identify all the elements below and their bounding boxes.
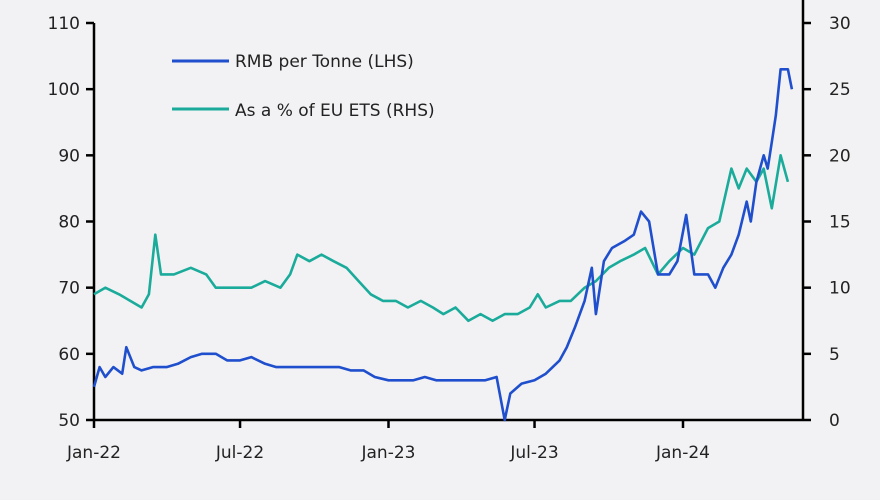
y-right-tick-label: 15: [829, 213, 851, 233]
y-left-tick-label: 80: [58, 213, 80, 233]
series-line-rmb-per-tonne: [92, 68, 794, 422]
y-left-tick-label: 110: [48, 14, 80, 34]
y-left-tick-label: 100: [48, 80, 80, 100]
x-tick-label: Jan-24: [655, 443, 710, 463]
x-tick-label: Jan-23: [361, 443, 416, 463]
y-right-tick-label: 30: [829, 14, 851, 34]
legend: RMB per Tonne (LHS) As a % of EU ETS (RH…: [172, 52, 435, 121]
y-left-tick-label: 50: [58, 411, 80, 431]
x-tick-label: Jul-22: [215, 443, 264, 463]
series-line-pct-of-eu-ets: [93, 154, 790, 323]
y-right-tick-label: 5: [829, 345, 840, 365]
x-tick-label: Jan-22: [66, 443, 121, 463]
y-left-tick-label: 70: [58, 279, 80, 299]
y-left-tick-label: 90: [58, 146, 80, 166]
y-right-tick-label: 20: [829, 146, 851, 166]
legend-label-eu-ets: As a % of EU ETS (RHS): [235, 101, 435, 121]
legend-label-rmb: RMB per Tonne (LHS): [235, 52, 414, 72]
y-right-tick-label: 25: [829, 80, 851, 100]
y-right-tick-label: 10: [829, 279, 851, 299]
y-left-tick-label: 60: [58, 345, 80, 365]
y-right-tick-label: 0: [829, 411, 840, 431]
x-tick-label: Jul-23: [509, 443, 558, 463]
